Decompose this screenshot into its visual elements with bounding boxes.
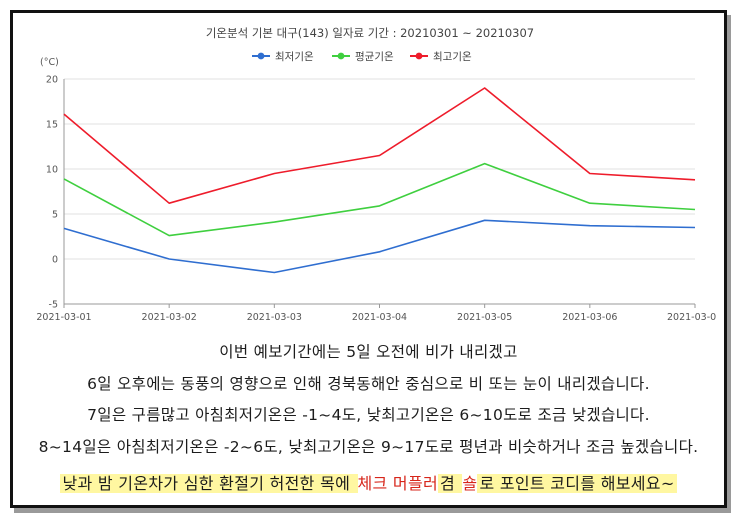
forecast-note-4: 8~14일은 아침최저기온은 -2~6도, 낮최고기온은 9~17도로 평년과 … bbox=[38, 438, 699, 456]
style-tip-shawl: 숄 bbox=[462, 474, 478, 493]
x-tick-label: 2021-03-04 bbox=[352, 312, 407, 323]
style-tip-ending: 로 포인트 코디를 해보세요~ bbox=[477, 474, 677, 493]
y-tick-label: 15 bbox=[46, 120, 58, 131]
y-tick-label: 10 bbox=[46, 165, 58, 176]
chart-title: 기온분석 기본 대구(143) 일자료 기간 : 20210301 ~ 2021… bbox=[206, 26, 534, 40]
y-tick-label: -5 bbox=[49, 300, 58, 311]
style-tip-text: 낮과 밤 기온차가 심한 환절기 허전한 목에 bbox=[60, 474, 358, 493]
forecast-note-2: 6일 오후에는 동풍의 영향으로 인해 경북동해안 중심으로 비 또는 눈이 내… bbox=[87, 375, 650, 393]
legend-swatch-marker bbox=[415, 52, 423, 60]
legend-swatch-marker bbox=[337, 52, 345, 60]
x-tick-label: 2021-03-01 bbox=[36, 312, 91, 323]
series-line-2 bbox=[63, 87, 696, 204]
x-tick-label: 2021-03-03 bbox=[247, 312, 302, 323]
style-tip-muffler: 체크 머플러 bbox=[357, 474, 438, 493]
chart-axes: -5 0 5 10 15 20 2021-03-01 2021-03-02 2021-03-03… bbox=[36, 75, 716, 324]
legend-label: 평균기온 bbox=[355, 51, 394, 63]
x-tick-label: 2021-03-02 bbox=[142, 312, 197, 323]
x-tick-label: 2021-03-0 bbox=[667, 312, 716, 323]
chart-series bbox=[63, 87, 696, 274]
x-tick-label: 2021-03-06 bbox=[562, 312, 617, 323]
legend-swatch-marker bbox=[257, 52, 265, 60]
forecast-note-1: 이번 예보기간에는 5일 오전에 비가 내리겠고 bbox=[219, 343, 518, 361]
legend-label: 최저기온 bbox=[275, 51, 314, 63]
series-line-0 bbox=[63, 219, 696, 274]
y-tick-label: 5 bbox=[52, 210, 58, 221]
x-tick-label: 2021-03-05 bbox=[457, 312, 512, 323]
series-line-1 bbox=[63, 162, 696, 237]
forecast-note-3: 7일은 구름많고 아침최저기온은 -1~4도, 낮최고기온은 6~10도로 조금… bbox=[87, 406, 650, 424]
temperature-line-chart: 기온분석 기본 대구(143) 일자료 기간 : 20210301 ~ 2021… bbox=[36, 26, 716, 324]
chart-legend: 최저기온 평균기온 최고기온 bbox=[252, 51, 472, 63]
legend-label: 최고기온 bbox=[433, 51, 472, 63]
style-tip-and: 겸 bbox=[438, 474, 463, 493]
y-tick-label: 20 bbox=[46, 75, 58, 86]
y-axis-unit-label: (°C) bbox=[40, 57, 59, 68]
y-tick-label: 0 bbox=[52, 255, 58, 266]
chart-gridlines bbox=[64, 78, 695, 305]
